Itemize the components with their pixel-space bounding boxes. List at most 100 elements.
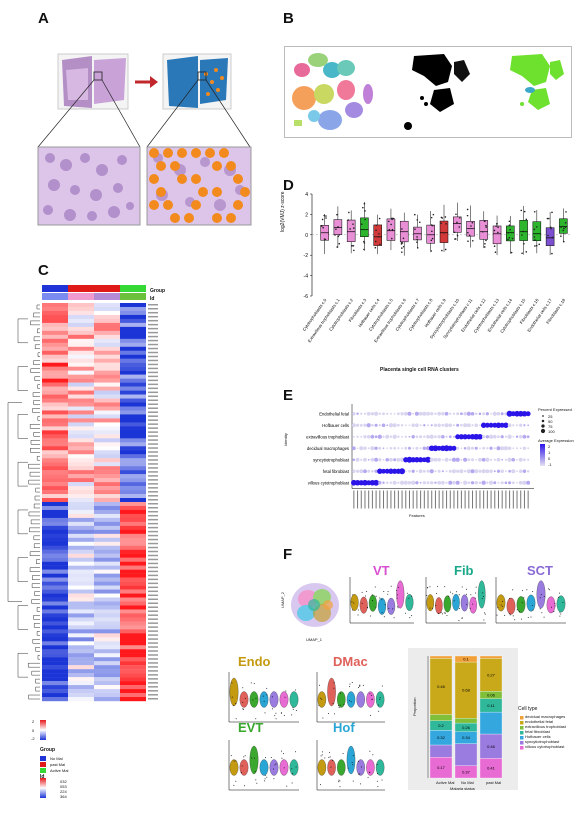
boxplot-box	[439, 220, 449, 243]
violin-sct-point	[532, 609, 534, 611]
dotplot-dot	[441, 412, 445, 416]
dendrogram-branch	[33, 360, 40, 365]
heatmap-gene-label	[148, 359, 158, 362]
legend-id-053: 053	[60, 784, 67, 789]
heatmap-cell	[68, 486, 94, 491]
heatmap-cell	[42, 450, 68, 455]
violin-sct-point	[554, 602, 556, 604]
heatmap-id-title: Id	[150, 296, 155, 302]
heatmap-gene-label	[148, 379, 158, 382]
dotplot-dot	[392, 423, 397, 428]
heatmap-cell	[42, 306, 68, 312]
boxplot-point	[548, 217, 550, 220]
heatmap-cell	[120, 549, 146, 554]
heatmap-cell	[120, 669, 146, 674]
violin-sct-point	[516, 609, 518, 611]
violin-sct-point	[512, 589, 514, 591]
dotplot-dot	[389, 435, 393, 438]
dotplot-dot	[441, 458, 444, 461]
heatmap-gene-label	[148, 638, 158, 640]
scale-tick-2: 2	[32, 719, 35, 724]
heatmap-gene-label	[148, 634, 158, 636]
violin-evt-point	[243, 785, 245, 787]
boxplot-y-tick-label: 4	[305, 192, 308, 198]
dotplot-dot	[467, 458, 471, 462]
heatmap-cell	[120, 398, 146, 403]
boxplot-point	[363, 248, 365, 251]
heatmap-cell	[68, 581, 94, 586]
violin-endo-violin	[279, 691, 289, 708]
violin-vt-point	[397, 607, 399, 609]
dotplot-dot	[355, 469, 360, 473]
dendrogram-branch	[17, 509, 28, 535]
violin-vt-point	[387, 591, 389, 593]
dotplot-dot	[397, 481, 400, 484]
dotplot-dot	[493, 481, 497, 485]
dotplot-dot	[434, 412, 437, 415]
heatmap-cell	[42, 338, 68, 343]
dotplot-dot	[516, 470, 518, 473]
violin-evt-point	[266, 776, 268, 778]
heatmap-gene-label	[148, 495, 158, 497]
dotplot-dot	[485, 457, 490, 462]
violin-vt-point	[405, 612, 407, 614]
panel-e-avg-2: 2	[548, 444, 551, 449]
heatmap-gene-label	[148, 304, 158, 306]
dotplot-dot	[356, 435, 359, 438]
dotplot-dot	[495, 422, 502, 429]
violin-endo-point	[262, 695, 264, 697]
heatmap-cell	[120, 553, 146, 558]
dotplot-dot	[430, 481, 434, 485]
boxplot-point	[535, 244, 538, 247]
violin-fib-point	[475, 592, 477, 594]
boxplot-point	[391, 228, 394, 231]
boxplot-point	[456, 221, 458, 224]
heatmap-gene-label	[148, 395, 158, 398]
heatmap-cell	[120, 593, 146, 598]
dotplot-dot	[485, 412, 489, 416]
heatmap-cell	[120, 390, 146, 395]
heatmap-cell	[120, 597, 146, 602]
heatmap-cell	[42, 689, 68, 694]
heatmap-gene-label	[148, 367, 158, 370]
heatmap-cell	[120, 609, 146, 614]
dotplot-dot	[366, 423, 371, 428]
dotplot-dot	[521, 410, 528, 417]
violin-vt-point	[387, 593, 389, 595]
dotplot-dot	[392, 468, 398, 474]
stackbar-segment	[429, 744, 453, 758]
dendrogram-branch	[36, 304, 40, 310]
boxplot-point	[430, 239, 433, 242]
panel-c-legend	[38, 720, 98, 805]
boxplot-point	[533, 228, 536, 231]
dotplot-dot	[351, 446, 356, 451]
heatmap-gene-label	[148, 311, 158, 314]
heatmap-cell	[42, 378, 68, 383]
heatmap-cell	[68, 653, 94, 658]
heatmap-cell	[120, 561, 146, 566]
dendrogram-branch	[17, 318, 28, 344]
dotplot-dot	[519, 423, 523, 427]
dotplot-dot	[408, 469, 411, 473]
violin-dmac-point	[338, 707, 340, 709]
dotplot-dot	[489, 469, 493, 473]
heatmap-gene-label	[148, 487, 158, 489]
dotplot-feature-label	[464, 490, 466, 509]
boxplot-point	[497, 231, 499, 234]
heatmap-cell	[68, 569, 94, 574]
violin-hof-violin	[317, 759, 327, 776]
dotplot-dot	[415, 481, 419, 485]
dotplot-dot	[448, 469, 452, 473]
heatmap-gene-label	[148, 550, 158, 553]
dotplot-dot	[470, 458, 475, 462]
heatmap-gene-label	[148, 582, 158, 585]
violin-vt-violin	[368, 594, 377, 612]
violin-evt-point	[264, 774, 266, 776]
violin-fib-point	[450, 591, 452, 593]
heatmap-cell	[94, 318, 120, 324]
heatmap-cell	[94, 370, 120, 375]
heatmap-cell	[42, 597, 68, 602]
violin-vt-violin	[359, 596, 368, 614]
violin-hof-point	[321, 751, 323, 753]
stackbar-value-label: 0.32	[437, 735, 446, 740]
